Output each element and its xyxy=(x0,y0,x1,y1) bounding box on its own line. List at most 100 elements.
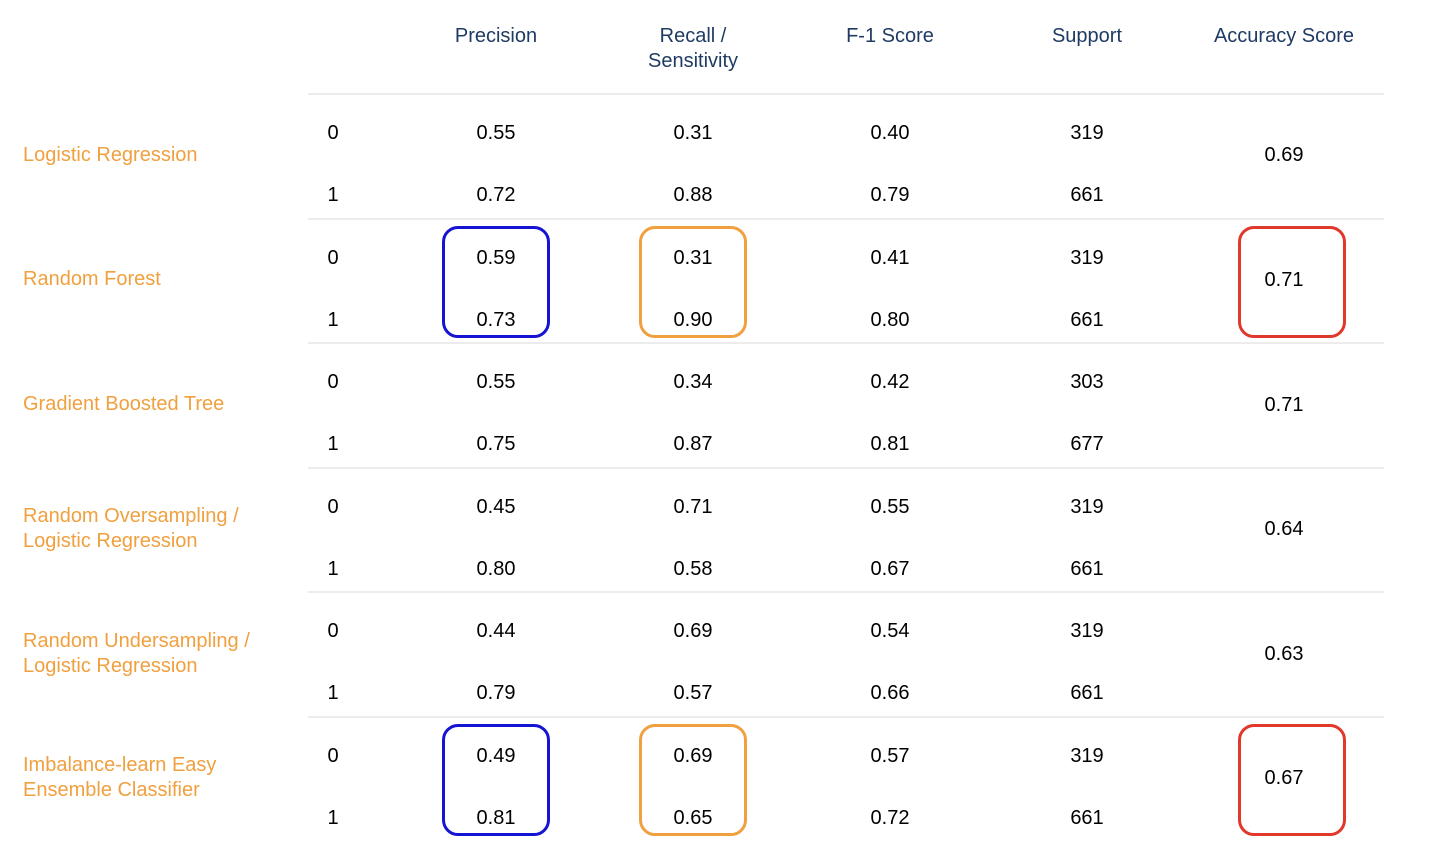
highlight-box-recall xyxy=(639,724,747,836)
cell-f1: 0.54 xyxy=(870,620,910,643)
column-header-line: Accuracy Score xyxy=(1213,25,1355,47)
cell-precision: 0.73 xyxy=(476,308,516,331)
model-label: Logistic Regression xyxy=(23,143,293,168)
cell-f1: 0.67 xyxy=(870,557,910,580)
class-label: 0 xyxy=(327,745,339,767)
column-header-line: F-1 Score xyxy=(846,25,934,47)
highlight-box-recall xyxy=(639,225,747,338)
cell-recall: 0.69 xyxy=(673,620,713,643)
column-header: F-1 Score xyxy=(790,24,990,49)
cell-f1: 0.81 xyxy=(870,433,910,456)
column-header: Recall / Sensitivity xyxy=(593,24,793,74)
cell-recall: 0.58 xyxy=(673,557,713,580)
cell-support: 677 xyxy=(1070,433,1104,456)
row-divider xyxy=(308,93,1384,95)
cell-recall: 0.31 xyxy=(673,122,713,144)
cell-f1: 0.79 xyxy=(870,184,910,206)
class-label: 1 xyxy=(327,557,339,580)
highlight-box-accuracy xyxy=(1238,225,1346,338)
cell-f1: 0.40 xyxy=(870,122,910,144)
cell-precision: 0.75 xyxy=(476,433,516,456)
model-label-line: Random Undersampling / xyxy=(23,629,250,652)
cell-precision: 0.55 xyxy=(476,371,516,394)
cell-precision: 0.72 xyxy=(476,184,516,206)
cell-precision: 0.81 xyxy=(476,807,516,829)
cell-support: 319 xyxy=(1070,246,1104,269)
cell-precision: 0.80 xyxy=(476,557,516,580)
cell-recall: 0.90 xyxy=(673,308,713,331)
cell-recall: 0.57 xyxy=(673,682,713,705)
cell-accuracy: 0.71 xyxy=(1264,268,1304,291)
highlight-box-accuracy xyxy=(1238,724,1346,836)
model-label-line: Ensemble Classifier xyxy=(23,779,200,802)
model-label-line: Logistic Regression xyxy=(23,654,198,677)
column-header-line: Precision xyxy=(454,25,538,47)
cell-precision: 0.45 xyxy=(476,495,516,518)
model-label: Random Forest xyxy=(23,267,293,292)
cell-f1: 0.72 xyxy=(870,807,910,829)
model-label: Random Oversampling / Logistic Regression xyxy=(23,504,293,554)
cell-support: 661 xyxy=(1070,308,1104,331)
model-label-line: Random Forest xyxy=(23,268,161,291)
column-header: Precision xyxy=(396,24,596,49)
cell-support: 661 xyxy=(1070,557,1104,580)
cell-f1: 0.80 xyxy=(870,308,910,331)
column-header-line: Sensitivity xyxy=(647,50,739,72)
model-label: Gradient Boosted Tree xyxy=(23,392,293,417)
row-divider xyxy=(308,217,1384,220)
class-label: 1 xyxy=(327,807,339,829)
cell-support: 319 xyxy=(1070,620,1104,643)
cell-support: 319 xyxy=(1070,495,1104,518)
cell-recall: 0.31 xyxy=(673,246,713,269)
cell-recall: 0.65 xyxy=(673,807,713,829)
cell-precision: 0.55 xyxy=(476,122,516,144)
cell-precision: 0.44 xyxy=(476,620,516,643)
row-divider xyxy=(308,716,1384,718)
class-label: 0 xyxy=(327,495,339,518)
cell-accuracy: 0.67 xyxy=(1264,767,1304,790)
cell-precision: 0.49 xyxy=(476,745,516,767)
row-divider xyxy=(308,342,1384,345)
cell-f1: 0.66 xyxy=(870,682,910,705)
cell-precision: 0.79 xyxy=(476,682,516,705)
cell-support: 661 xyxy=(1070,184,1104,206)
model-label-line: Imbalance-learn Easy xyxy=(23,754,217,777)
column-header: Accuracy Score xyxy=(1184,24,1384,49)
column-header: Support xyxy=(987,24,1187,49)
class-label: 1 xyxy=(327,433,339,456)
model-label: Imbalance-learn Easy Ensemble Classifier xyxy=(23,753,293,803)
cell-f1: 0.55 xyxy=(870,495,910,518)
cell-recall: 0.88 xyxy=(673,184,713,206)
column-header-line: Recall / xyxy=(659,25,727,47)
model-label-line: Logistic Regression xyxy=(23,530,198,553)
cell-f1: 0.57 xyxy=(870,745,910,767)
cell-support: 319 xyxy=(1070,122,1104,144)
class-label: 1 xyxy=(327,682,339,705)
class-label: 1 xyxy=(327,184,339,206)
model-label: Random Undersampling / Logistic Regressio… xyxy=(23,629,293,679)
class-label: 0 xyxy=(327,122,339,144)
cell-accuracy: 0.64 xyxy=(1264,518,1304,541)
model-label-line: Gradient Boosted Tree xyxy=(23,393,225,415)
cell-recall: 0.87 xyxy=(673,433,713,456)
model-label-line: Logistic Regression xyxy=(23,143,198,166)
cell-recall: 0.69 xyxy=(673,745,713,767)
highlight-box-precision xyxy=(442,225,550,338)
cell-f1: 0.41 xyxy=(870,246,910,269)
cell-support: 319 xyxy=(1070,745,1104,767)
cell-recall: 0.71 xyxy=(673,495,713,518)
cell-precision: 0.59 xyxy=(476,246,516,269)
cell-accuracy: 0.63 xyxy=(1264,642,1304,665)
highlight-box-precision xyxy=(442,724,550,836)
cell-support: 303 xyxy=(1070,371,1104,394)
cell-support: 661 xyxy=(1070,807,1104,829)
class-label: 1 xyxy=(327,308,339,331)
cell-recall: 0.34 xyxy=(673,371,713,394)
column-header-line: Support xyxy=(1051,25,1123,47)
row-divider xyxy=(308,591,1384,594)
class-label: 0 xyxy=(327,620,339,643)
row-divider xyxy=(308,466,1384,469)
cell-accuracy: 0.69 xyxy=(1264,144,1304,167)
cell-support: 661 xyxy=(1070,682,1104,705)
cell-f1: 0.42 xyxy=(870,371,910,394)
